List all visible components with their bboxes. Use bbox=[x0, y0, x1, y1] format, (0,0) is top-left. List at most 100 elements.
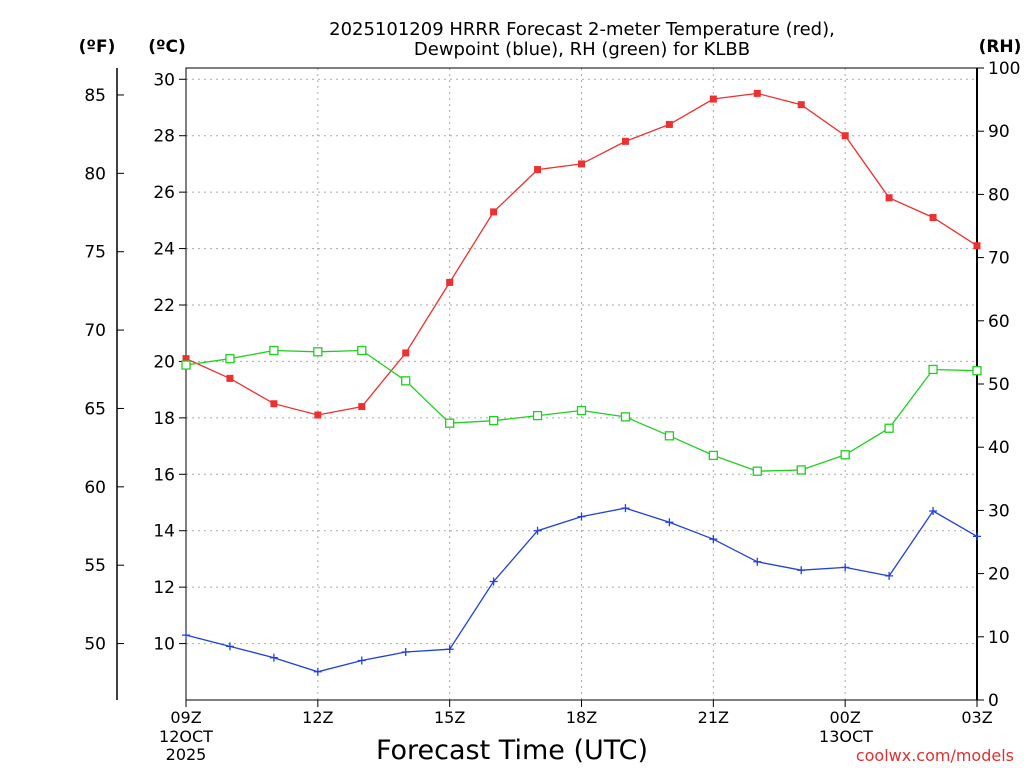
temperature-point bbox=[929, 214, 937, 222]
date-label-start-day: 12OCT bbox=[159, 727, 213, 746]
credit-label: coolwx.com/models bbox=[856, 746, 1014, 765]
celsius-tick-label: 12 bbox=[153, 578, 175, 598]
temperature-point bbox=[226, 374, 234, 382]
celsius-tick-label: 16 bbox=[153, 465, 175, 485]
rh-tick-label: 30 bbox=[988, 501, 1010, 521]
temperature-point bbox=[446, 278, 454, 286]
celsius-tick-label: 24 bbox=[153, 240, 175, 260]
dewpoint-point bbox=[929, 506, 938, 515]
temperature-point bbox=[973, 242, 981, 250]
temperature-point bbox=[270, 400, 278, 408]
x-tick-label: 12Z bbox=[302, 708, 333, 727]
fahrenheit-unit-label: (ºF) bbox=[79, 37, 116, 57]
temperature-point bbox=[621, 137, 629, 145]
celsius-tick-label: 20 bbox=[153, 352, 175, 372]
chart-title-line1: 2025101209 HRRR Forecast 2-meter Tempera… bbox=[329, 19, 835, 40]
temperature-point bbox=[534, 166, 542, 174]
rh-tick-label: 100 bbox=[988, 59, 1020, 79]
data-series bbox=[181, 89, 982, 676]
dewpoint-point bbox=[797, 566, 806, 575]
dewpoint-point bbox=[533, 526, 542, 535]
fahrenheit-tick-label: 60 bbox=[84, 478, 106, 498]
celsius-unit-label: (ºC) bbox=[148, 37, 186, 57]
rh-unit-label: (RH) bbox=[979, 37, 1022, 57]
celsius-tick-label: 18 bbox=[153, 409, 175, 429]
temperature-point bbox=[358, 403, 366, 411]
rh-point bbox=[928, 364, 938, 375]
tick-labels: 10 12 14 16 18 20 22 24 26 28 30 50 55 60 65 70 75 80 85 0 1… bbox=[84, 59, 1020, 727]
dewpoint-point bbox=[753, 557, 762, 566]
rh-point bbox=[445, 418, 455, 428]
x-tick-label: 21Z bbox=[698, 708, 729, 727]
dewpoint-point bbox=[665, 518, 674, 527]
rh-tick-label: 20 bbox=[988, 565, 1010, 585]
temperature-point bbox=[665, 120, 673, 128]
x-tick-label: 03Z bbox=[961, 708, 992, 727]
temperature-point bbox=[402, 349, 410, 357]
x-axis-title: Forecast Time (UTC) bbox=[376, 735, 648, 766]
temperature-point bbox=[885, 194, 893, 202]
fahrenheit-tick-label: 65 bbox=[84, 399, 106, 419]
rh-point bbox=[313, 347, 323, 357]
x-tick-label: 09Z bbox=[170, 708, 201, 727]
fahrenheit-tick-label: 75 bbox=[84, 243, 106, 263]
rh-point bbox=[840, 450, 850, 460]
dewpoint-point bbox=[709, 535, 718, 544]
temperature-point bbox=[314, 411, 322, 419]
dewpoint-point bbox=[445, 645, 454, 654]
rh-point bbox=[532, 410, 543, 421]
rh-tick-label: 90 bbox=[988, 122, 1010, 142]
rh-point bbox=[664, 431, 675, 441]
rh-tick-label: 40 bbox=[988, 438, 1010, 458]
rh-point bbox=[488, 416, 499, 426]
dewpoint-point bbox=[577, 512, 586, 521]
rh-point bbox=[576, 405, 587, 416]
celsius-tick-label: 22 bbox=[153, 296, 175, 316]
fahrenheit-tick-label: 55 bbox=[84, 556, 106, 576]
rh-point bbox=[972, 366, 982, 376]
temperature-point bbox=[753, 89, 761, 97]
dewpoint-point bbox=[489, 577, 498, 586]
dewpoint-point bbox=[401, 648, 410, 657]
temperature-point bbox=[182, 355, 190, 363]
rh-tick-label: 10 bbox=[988, 628, 1010, 648]
dewpoint-point bbox=[225, 642, 234, 651]
fahrenheit-tick-label: 50 bbox=[84, 635, 106, 655]
rh-point bbox=[225, 354, 235, 364]
rh-point bbox=[401, 376, 411, 386]
temperature-point bbox=[709, 95, 717, 103]
dewpoint-point bbox=[357, 656, 366, 665]
celsius-tick-label: 30 bbox=[153, 70, 175, 90]
rh-point bbox=[708, 450, 718, 461]
fahrenheit-tick-label: 80 bbox=[84, 164, 106, 184]
dewpoint-point bbox=[621, 504, 630, 513]
dewpoint-point bbox=[269, 653, 278, 662]
fahrenheit-tick-label: 85 bbox=[84, 86, 106, 106]
date-label-start-year: 2025 bbox=[166, 745, 207, 764]
rh-point bbox=[620, 412, 631, 422]
celsius-tick-label: 10 bbox=[153, 635, 175, 655]
dewpoint-point bbox=[885, 571, 894, 580]
rh-tick-label: 60 bbox=[988, 312, 1010, 332]
rh-tick-label: 80 bbox=[988, 185, 1010, 205]
rh-point bbox=[181, 360, 191, 370]
dewpoint-point bbox=[313, 667, 322, 676]
rh-tick-label: 70 bbox=[988, 249, 1010, 269]
axes bbox=[116, 67, 978, 701]
celsius-tick-label: 14 bbox=[153, 522, 175, 542]
celsius-tick-label: 26 bbox=[153, 183, 175, 203]
dewpoint-point bbox=[841, 563, 850, 572]
x-tick-label: 00Z bbox=[830, 708, 861, 727]
dewpoint-point bbox=[182, 631, 190, 640]
date-label-next-day: 13OCT bbox=[819, 727, 873, 746]
rh-point bbox=[884, 423, 894, 433]
temperature-point bbox=[578, 160, 585, 168]
dewpoint-line bbox=[185, 507, 978, 673]
rh-tick-label: 50 bbox=[988, 375, 1010, 395]
temperature-point bbox=[797, 101, 805, 109]
rh-point bbox=[796, 465, 806, 475]
fahrenheit-tick-label: 70 bbox=[84, 321, 106, 341]
dewpoint-point bbox=[973, 532, 981, 541]
x-tick-label: 18Z bbox=[566, 708, 597, 727]
